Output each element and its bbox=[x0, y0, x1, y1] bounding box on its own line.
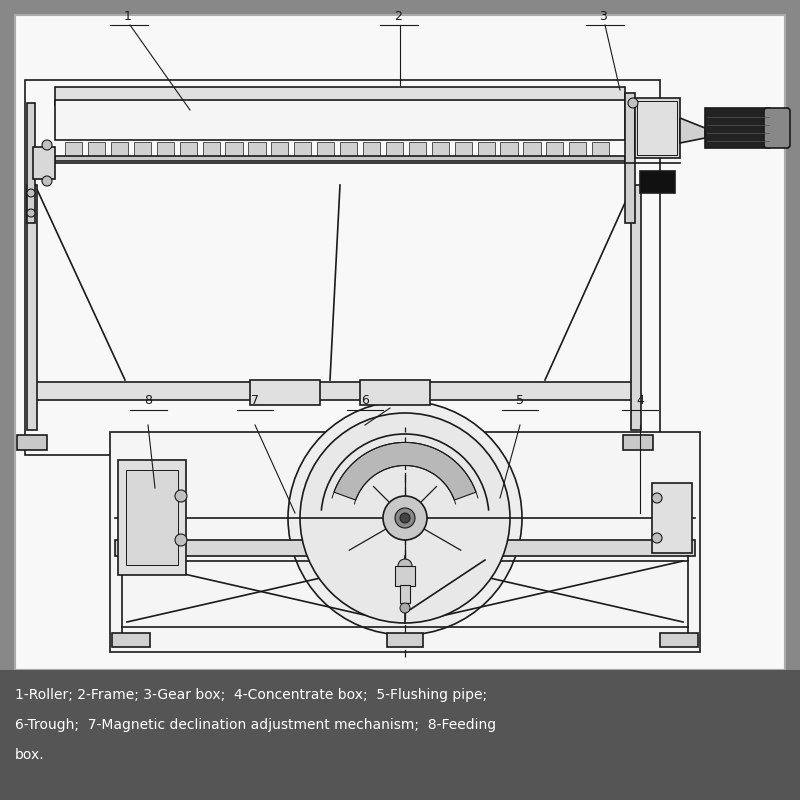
Bar bbox=[179, 142, 197, 156]
Bar bbox=[27, 185, 37, 430]
Circle shape bbox=[652, 493, 662, 503]
Bar bbox=[705, 108, 770, 148]
Bar bbox=[248, 142, 266, 156]
Text: 8: 8 bbox=[144, 394, 152, 407]
Text: 1-Roller; 2-Frame; 3-Gear box;  4-Concentrate box;  5-Flushing pipe;: 1-Roller; 2-Frame; 3-Gear box; 4-Concent… bbox=[15, 688, 487, 702]
Bar bbox=[15, 15, 785, 670]
Bar bbox=[55, 87, 625, 105]
Bar bbox=[33, 147, 55, 179]
Bar bbox=[660, 633, 698, 647]
Bar bbox=[0, 670, 800, 800]
Bar bbox=[118, 460, 186, 575]
Bar bbox=[400, 585, 410, 603]
Text: 4: 4 bbox=[636, 394, 644, 407]
Bar bbox=[157, 142, 174, 156]
Bar bbox=[134, 142, 151, 156]
Bar bbox=[501, 142, 518, 156]
Bar bbox=[360, 380, 430, 405]
Circle shape bbox=[27, 189, 35, 197]
Text: 7: 7 bbox=[251, 394, 259, 407]
Bar bbox=[35, 382, 633, 400]
Bar bbox=[226, 142, 242, 156]
Bar bbox=[546, 142, 563, 156]
Bar bbox=[110, 432, 700, 652]
Bar bbox=[294, 142, 311, 156]
Text: 1: 1 bbox=[124, 10, 132, 23]
Text: box.: box. bbox=[15, 748, 45, 762]
Circle shape bbox=[300, 413, 510, 623]
Bar bbox=[432, 142, 449, 156]
Bar bbox=[640, 171, 675, 193]
Circle shape bbox=[628, 98, 638, 108]
Circle shape bbox=[400, 603, 410, 613]
Polygon shape bbox=[680, 118, 705, 143]
Circle shape bbox=[42, 176, 52, 186]
Bar bbox=[454, 142, 472, 156]
Text: 6-Trough;  7-Magnetic declination adjustment mechanism;  8-Feeding: 6-Trough; 7-Magnetic declination adjustm… bbox=[15, 718, 496, 732]
Bar bbox=[409, 142, 426, 156]
Bar bbox=[111, 142, 128, 156]
Text: 2: 2 bbox=[394, 10, 402, 23]
Bar bbox=[637, 101, 677, 155]
Bar bbox=[625, 93, 635, 223]
Bar bbox=[126, 470, 178, 565]
Bar bbox=[395, 566, 415, 586]
Bar bbox=[478, 142, 494, 156]
Bar bbox=[635, 98, 680, 158]
Bar bbox=[250, 380, 320, 405]
Circle shape bbox=[27, 209, 35, 217]
Bar bbox=[55, 156, 625, 161]
Circle shape bbox=[652, 533, 662, 543]
Bar bbox=[17, 435, 47, 450]
Bar bbox=[271, 142, 289, 156]
Circle shape bbox=[175, 534, 187, 546]
Bar bbox=[25, 80, 660, 455]
Bar bbox=[623, 435, 653, 450]
Polygon shape bbox=[334, 442, 476, 500]
Bar bbox=[569, 142, 586, 156]
Bar bbox=[363, 142, 380, 156]
Bar bbox=[65, 142, 82, 156]
Circle shape bbox=[400, 513, 410, 523]
Bar bbox=[112, 633, 150, 647]
Circle shape bbox=[395, 508, 415, 528]
Circle shape bbox=[42, 140, 52, 150]
Bar bbox=[592, 142, 610, 156]
Bar bbox=[386, 142, 403, 156]
Bar bbox=[317, 142, 334, 156]
Circle shape bbox=[383, 496, 427, 540]
Bar bbox=[202, 142, 220, 156]
Text: 3: 3 bbox=[599, 10, 607, 23]
FancyBboxPatch shape bbox=[764, 108, 790, 148]
Bar bbox=[652, 483, 692, 553]
Bar bbox=[631, 185, 641, 430]
Bar bbox=[88, 142, 105, 156]
Circle shape bbox=[398, 559, 412, 573]
Text: 6: 6 bbox=[361, 394, 369, 407]
Circle shape bbox=[288, 401, 522, 635]
Bar bbox=[27, 103, 35, 223]
Text: 5: 5 bbox=[516, 394, 524, 407]
Bar bbox=[340, 142, 357, 156]
Bar bbox=[115, 540, 695, 556]
Bar bbox=[387, 633, 423, 647]
Bar bbox=[523, 142, 541, 156]
Circle shape bbox=[175, 490, 187, 502]
Bar bbox=[55, 100, 625, 140]
